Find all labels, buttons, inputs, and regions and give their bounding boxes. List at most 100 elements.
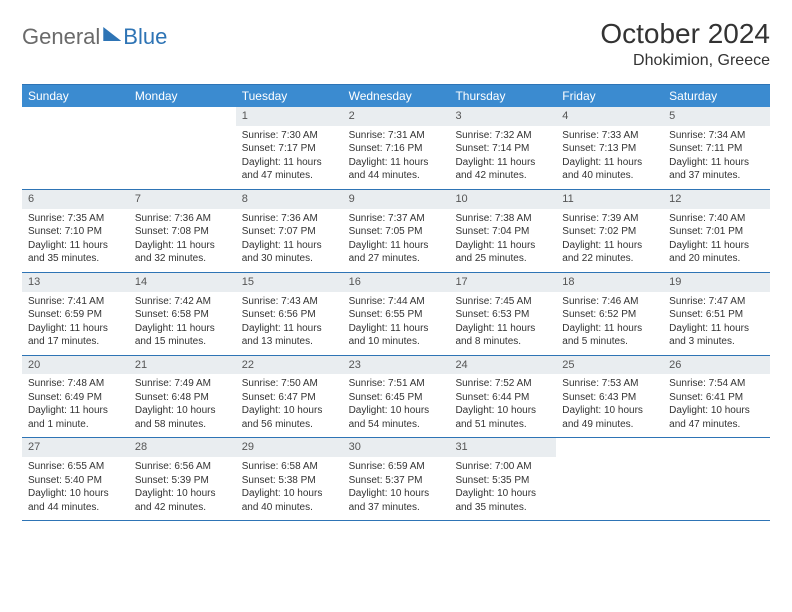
calendar-day-cell: 1Sunrise: 7:30 AMSunset: 7:17 PMDaylight… xyxy=(236,107,343,189)
sunrise-text: Sunrise: 7:46 AM xyxy=(562,295,657,309)
calendar-day-cell: 15Sunrise: 7:43 AMSunset: 6:56 PMDayligh… xyxy=(236,273,343,355)
day-number: 8 xyxy=(236,190,343,209)
calendar-day-cell: 13Sunrise: 7:41 AMSunset: 6:59 PMDayligh… xyxy=(22,273,129,355)
location-label: Dhokimion, Greece xyxy=(600,52,770,70)
sunset-text: Sunset: 7:16 PM xyxy=(349,142,444,156)
calendar-day-cell: 5Sunrise: 7:34 AMSunset: 7:11 PMDaylight… xyxy=(663,107,770,189)
day-body: Sunrise: 7:40 AMSunset: 7:01 PMDaylight:… xyxy=(663,209,770,272)
page: General Blue October 2024 Dhokimion, Gre… xyxy=(0,0,792,539)
brand-logo: General Blue xyxy=(22,18,167,50)
day-number: 27 xyxy=(22,438,129,457)
sunrise-text: Sunrise: 7:37 AM xyxy=(349,212,444,226)
calendar-day-cell: 21Sunrise: 7:49 AMSunset: 6:48 PMDayligh… xyxy=(129,356,236,438)
sunrise-text: Sunrise: 7:35 AM xyxy=(28,212,123,226)
sunset-text: Sunset: 6:59 PM xyxy=(28,308,123,322)
weekday-header: Monday xyxy=(129,85,236,107)
day-number: 1 xyxy=(236,107,343,126)
day-body: Sunrise: 7:30 AMSunset: 7:17 PMDaylight:… xyxy=(236,126,343,189)
day-number: 3 xyxy=(449,107,556,126)
calendar-day-cell: 25Sunrise: 7:53 AMSunset: 6:43 PMDayligh… xyxy=(556,356,663,438)
sunrise-text: Sunrise: 7:51 AM xyxy=(349,377,444,391)
sunrise-text: Sunrise: 7:30 AM xyxy=(242,129,337,143)
day-body: Sunrise: 7:44 AMSunset: 6:55 PMDaylight:… xyxy=(343,292,450,355)
calendar-day-cell: 18Sunrise: 7:46 AMSunset: 6:52 PMDayligh… xyxy=(556,273,663,355)
sunrise-text: Sunrise: 6:59 AM xyxy=(349,460,444,474)
daylight-text: Daylight: 10 hours and 54 minutes. xyxy=(349,404,444,431)
daylight-text: Daylight: 11 hours and 17 minutes. xyxy=(28,322,123,349)
day-number: 18 xyxy=(556,273,663,292)
day-body: Sunrise: 7:41 AMSunset: 6:59 PMDaylight:… xyxy=(22,292,129,355)
daylight-text: Daylight: 11 hours and 3 minutes. xyxy=(669,322,764,349)
day-number: 5 xyxy=(663,107,770,126)
calendar-day-cell: 2Sunrise: 7:31 AMSunset: 7:16 PMDaylight… xyxy=(343,107,450,189)
calendar-day-cell: 27Sunrise: 6:55 AMSunset: 5:40 PMDayligh… xyxy=(22,438,129,520)
sunrise-text: Sunrise: 7:42 AM xyxy=(135,295,230,309)
calendar-empty-cell xyxy=(129,107,236,189)
day-body: Sunrise: 7:34 AMSunset: 7:11 PMDaylight:… xyxy=(663,126,770,189)
sunset-text: Sunset: 6:55 PM xyxy=(349,308,444,322)
weekday-header: Saturday xyxy=(663,85,770,107)
sunset-text: Sunset: 5:40 PM xyxy=(28,474,123,488)
day-body: Sunrise: 7:48 AMSunset: 6:49 PMDaylight:… xyxy=(22,374,129,437)
sunrise-text: Sunrise: 7:31 AM xyxy=(349,129,444,143)
daylight-text: Daylight: 10 hours and 42 minutes. xyxy=(135,487,230,514)
day-body: Sunrise: 7:52 AMSunset: 6:44 PMDaylight:… xyxy=(449,374,556,437)
calendar-body: 1Sunrise: 7:30 AMSunset: 7:17 PMDaylight… xyxy=(22,107,770,521)
day-number: 22 xyxy=(236,356,343,375)
day-body: Sunrise: 7:42 AMSunset: 6:58 PMDaylight:… xyxy=(129,292,236,355)
day-number: 28 xyxy=(129,438,236,457)
sunset-text: Sunset: 7:11 PM xyxy=(669,142,764,156)
day-number: 30 xyxy=(343,438,450,457)
daylight-text: Daylight: 11 hours and 32 minutes. xyxy=(135,239,230,266)
sunset-text: Sunset: 7:02 PM xyxy=(562,225,657,239)
day-number: 20 xyxy=(22,356,129,375)
calendar-day-cell: 17Sunrise: 7:45 AMSunset: 6:53 PMDayligh… xyxy=(449,273,556,355)
day-body: Sunrise: 7:46 AMSunset: 6:52 PMDaylight:… xyxy=(556,292,663,355)
sunset-text: Sunset: 5:37 PM xyxy=(349,474,444,488)
calendar-day-cell: 14Sunrise: 7:42 AMSunset: 6:58 PMDayligh… xyxy=(129,273,236,355)
day-number: 15 xyxy=(236,273,343,292)
sunrise-text: Sunrise: 7:39 AM xyxy=(562,212,657,226)
daylight-text: Daylight: 11 hours and 10 minutes. xyxy=(349,322,444,349)
calendar-empty-cell xyxy=(663,438,770,520)
sunrise-text: Sunrise: 7:33 AM xyxy=(562,129,657,143)
daylight-text: Daylight: 11 hours and 40 minutes. xyxy=(562,156,657,183)
sunrise-text: Sunrise: 7:43 AM xyxy=(242,295,337,309)
sunrise-text: Sunrise: 6:56 AM xyxy=(135,460,230,474)
calendar-day-cell: 3Sunrise: 7:32 AMSunset: 7:14 PMDaylight… xyxy=(449,107,556,189)
sunrise-text: Sunrise: 7:32 AM xyxy=(455,129,550,143)
day-number: 19 xyxy=(663,273,770,292)
calendar-day-cell: 26Sunrise: 7:54 AMSunset: 6:41 PMDayligh… xyxy=(663,356,770,438)
sunset-text: Sunset: 7:04 PM xyxy=(455,225,550,239)
day-body: Sunrise: 7:33 AMSunset: 7:13 PMDaylight:… xyxy=(556,126,663,189)
calendar-day-cell: 4Sunrise: 7:33 AMSunset: 7:13 PMDaylight… xyxy=(556,107,663,189)
calendar-day-cell: 10Sunrise: 7:38 AMSunset: 7:04 PMDayligh… xyxy=(449,190,556,272)
day-body: Sunrise: 7:53 AMSunset: 6:43 PMDaylight:… xyxy=(556,374,663,437)
sunrise-text: Sunrise: 7:36 AM xyxy=(135,212,230,226)
daylight-text: Daylight: 11 hours and 20 minutes. xyxy=(669,239,764,266)
daylight-text: Daylight: 10 hours and 44 minutes. xyxy=(28,487,123,514)
day-body: Sunrise: 7:45 AMSunset: 6:53 PMDaylight:… xyxy=(449,292,556,355)
day-number: 24 xyxy=(449,356,556,375)
calendar-day-cell: 8Sunrise: 7:36 AMSunset: 7:07 PMDaylight… xyxy=(236,190,343,272)
calendar-day-cell: 30Sunrise: 6:59 AMSunset: 5:37 PMDayligh… xyxy=(343,438,450,520)
sunrise-text: Sunrise: 6:58 AM xyxy=(242,460,337,474)
day-number: 9 xyxy=(343,190,450,209)
sunrise-text: Sunrise: 7:38 AM xyxy=(455,212,550,226)
daylight-text: Daylight: 11 hours and 25 minutes. xyxy=(455,239,550,266)
day-body: Sunrise: 7:51 AMSunset: 6:45 PMDaylight:… xyxy=(343,374,450,437)
daylight-text: Daylight: 11 hours and 44 minutes. xyxy=(349,156,444,183)
daylight-text: Daylight: 11 hours and 27 minutes. xyxy=(349,239,444,266)
calendar-day-cell: 31Sunrise: 7:00 AMSunset: 5:35 PMDayligh… xyxy=(449,438,556,520)
day-number: 29 xyxy=(236,438,343,457)
daylight-text: Daylight: 11 hours and 8 minutes. xyxy=(455,322,550,349)
sunset-text: Sunset: 6:56 PM xyxy=(242,308,337,322)
day-body: Sunrise: 7:38 AMSunset: 7:04 PMDaylight:… xyxy=(449,209,556,272)
day-body: Sunrise: 7:36 AMSunset: 7:07 PMDaylight:… xyxy=(236,209,343,272)
day-number: 13 xyxy=(22,273,129,292)
weekday-header: Sunday xyxy=(22,85,129,107)
sunset-text: Sunset: 6:41 PM xyxy=(669,391,764,405)
day-body: Sunrise: 7:37 AMSunset: 7:05 PMDaylight:… xyxy=(343,209,450,272)
daylight-text: Daylight: 10 hours and 47 minutes. xyxy=(669,404,764,431)
calendar-empty-cell xyxy=(556,438,663,520)
